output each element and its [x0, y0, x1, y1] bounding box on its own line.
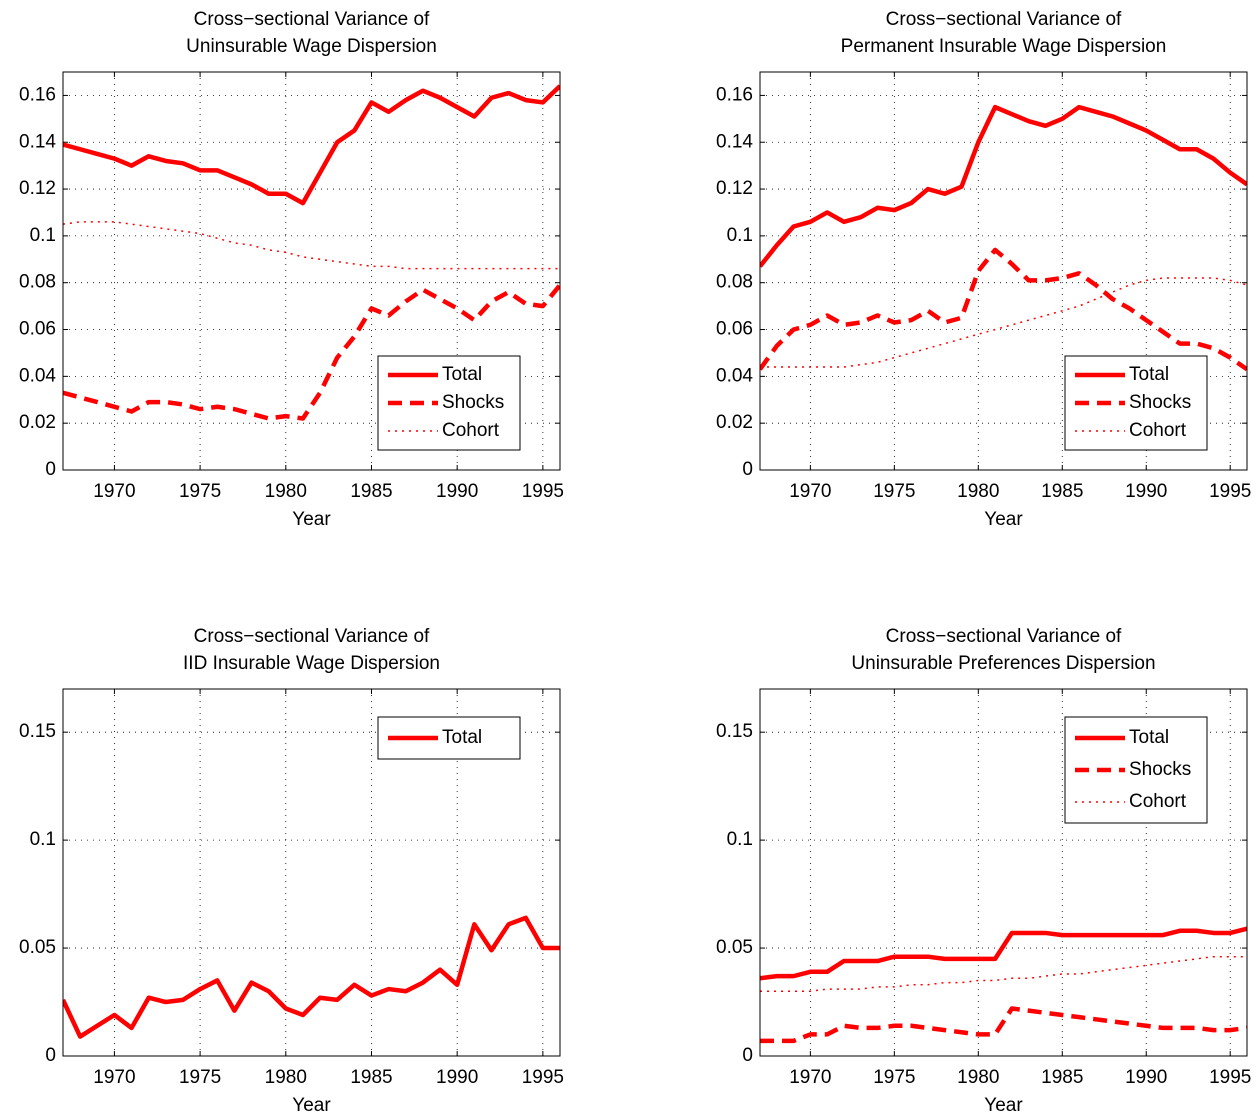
- subplot: Cross−sectional Variance of Uninsurable W…: [19, 9, 564, 530]
- legend: Total: [377, 716, 521, 760]
- y-tick-label: 0.08: [19, 272, 56, 293]
- x-tick-label: 1990: [436, 1067, 478, 1088]
- y-tick-label: 0.12: [19, 178, 56, 199]
- x-tick-label: 1980: [957, 1067, 999, 1088]
- y-tick-label: 0.16: [19, 84, 56, 105]
- subplot: Cross−sectional Variance of IID Insurable…: [19, 626, 564, 1115]
- y-tick-label: 0.12: [716, 178, 753, 199]
- x-tick-label: 1990: [436, 481, 478, 502]
- legend: Total Shocks Cohort: [377, 355, 521, 451]
- x-tick-label: 1970: [789, 481, 831, 502]
- x-tick-label: 1990: [1125, 481, 1167, 502]
- x-tick-label: 1990: [1125, 1067, 1167, 1088]
- series-line: [760, 955, 1247, 992]
- y-tick-label: 0.1: [727, 225, 753, 246]
- series-line: [760, 277, 1247, 368]
- x-tick-label: 1985: [350, 1067, 392, 1088]
- x-tick-label: 1995: [1209, 481, 1251, 502]
- legend: Total Shocks Cohort: [1064, 716, 1208, 824]
- y-tick-label: 0.1: [30, 829, 56, 850]
- chart-title: Uninsurable Preferences Dispersion: [851, 653, 1155, 674]
- y-tick-label: 0.14: [19, 131, 56, 152]
- y-tick-label: 0.05: [716, 937, 753, 958]
- y-tick-label: 0.14: [716, 131, 753, 152]
- legend-label: Shocks: [1129, 392, 1191, 413]
- axes-frame: [759, 71, 1248, 471]
- chart-title: Cross−sectional Variance of: [194, 626, 430, 647]
- y-tick-label: 0: [742, 459, 753, 480]
- chart-title: Cross−sectional Variance of: [886, 626, 1122, 647]
- chart-title: IID Insurable Wage Dispersion: [183, 653, 440, 674]
- chart-title: Cross−sectional Variance of: [194, 9, 430, 30]
- y-tick-label: 0.1: [727, 829, 753, 850]
- legend-label: Shocks: [442, 392, 504, 413]
- y-tick-label: 0.15: [716, 721, 753, 742]
- y-tick-label: 0.02: [716, 412, 753, 433]
- x-tick-label: 1970: [789, 1067, 831, 1088]
- x-tick-label: 1970: [93, 1067, 135, 1088]
- series-line: [760, 926, 1247, 981]
- y-tick-label: 0.15: [19, 721, 56, 742]
- y-tick-label: 0.04: [716, 365, 753, 386]
- x-tick-label: 1975: [179, 1067, 221, 1088]
- x-axis-label: Year: [292, 1095, 331, 1115]
- legend: Total Shocks Cohort: [1064, 355, 1208, 451]
- y-tick-label: 0.16: [716, 84, 753, 105]
- axes-frame: [759, 688, 1248, 1057]
- series-line: [63, 221, 560, 270]
- series-line: [63, 915, 560, 1039]
- y-tick-label: 0: [742, 1045, 753, 1066]
- subplot: Cross−sectional Variance of Uninsurable P…: [716, 626, 1251, 1115]
- x-tick-label: 1995: [522, 1067, 564, 1088]
- x-tick-label: 1980: [265, 1067, 307, 1088]
- y-tick-label: 0: [45, 1045, 56, 1066]
- chart-title: Cross−sectional Variance of: [886, 9, 1122, 30]
- chart-title: Permanent Insurable Wage Dispersion: [841, 36, 1167, 57]
- x-axis-label: Year: [292, 509, 331, 530]
- y-tick-label: 0.02: [19, 412, 56, 433]
- axes-frame: [62, 688, 561, 1057]
- y-tick-label: 0.08: [716, 272, 753, 293]
- x-tick-label: 1975: [179, 481, 221, 502]
- legend-label: Total: [1129, 364, 1169, 385]
- legend-label: Cohort: [1129, 791, 1187, 812]
- legend-label: Total: [1129, 727, 1169, 748]
- x-tick-label: 1985: [1041, 1067, 1083, 1088]
- subplot: Cross−sectional Variance of Permanent Ins…: [716, 9, 1251, 530]
- x-tick-label: 1975: [873, 1067, 915, 1088]
- axes-frame: [62, 71, 561, 471]
- legend-label: Total: [442, 364, 482, 385]
- x-tick-label: 1985: [350, 481, 392, 502]
- series-line: [760, 104, 1247, 268]
- y-tick-label: 0: [45, 459, 56, 480]
- y-tick-label: 0.04: [19, 365, 56, 386]
- x-tick-label: 1985: [1041, 481, 1083, 502]
- y-tick-label: 0.06: [716, 319, 753, 340]
- chart-title: Uninsurable Wage Dispersion: [186, 36, 437, 57]
- x-tick-label: 1970: [93, 481, 135, 502]
- series-line: [63, 84, 560, 206]
- legend-label: Shocks: [1129, 759, 1191, 780]
- series-line: [760, 1006, 1247, 1044]
- x-axis-label: Year: [984, 509, 1023, 530]
- legend-label: Cohort: [442, 420, 500, 441]
- x-tick-label: 1975: [873, 481, 915, 502]
- x-tick-label: 1980: [265, 481, 307, 502]
- series-line: [760, 247, 1247, 372]
- y-tick-label: 0.1: [30, 225, 56, 246]
- x-tick-label: 1995: [1209, 1067, 1251, 1088]
- y-tick-label: 0.05: [19, 937, 56, 958]
- legend-label: Cohort: [1129, 420, 1187, 441]
- x-tick-label: 1980: [957, 481, 999, 502]
- x-axis-label: Year: [984, 1095, 1023, 1115]
- x-tick-label: 1995: [522, 481, 564, 502]
- y-tick-label: 0.06: [19, 319, 56, 340]
- legend-label: Total: [442, 727, 482, 748]
